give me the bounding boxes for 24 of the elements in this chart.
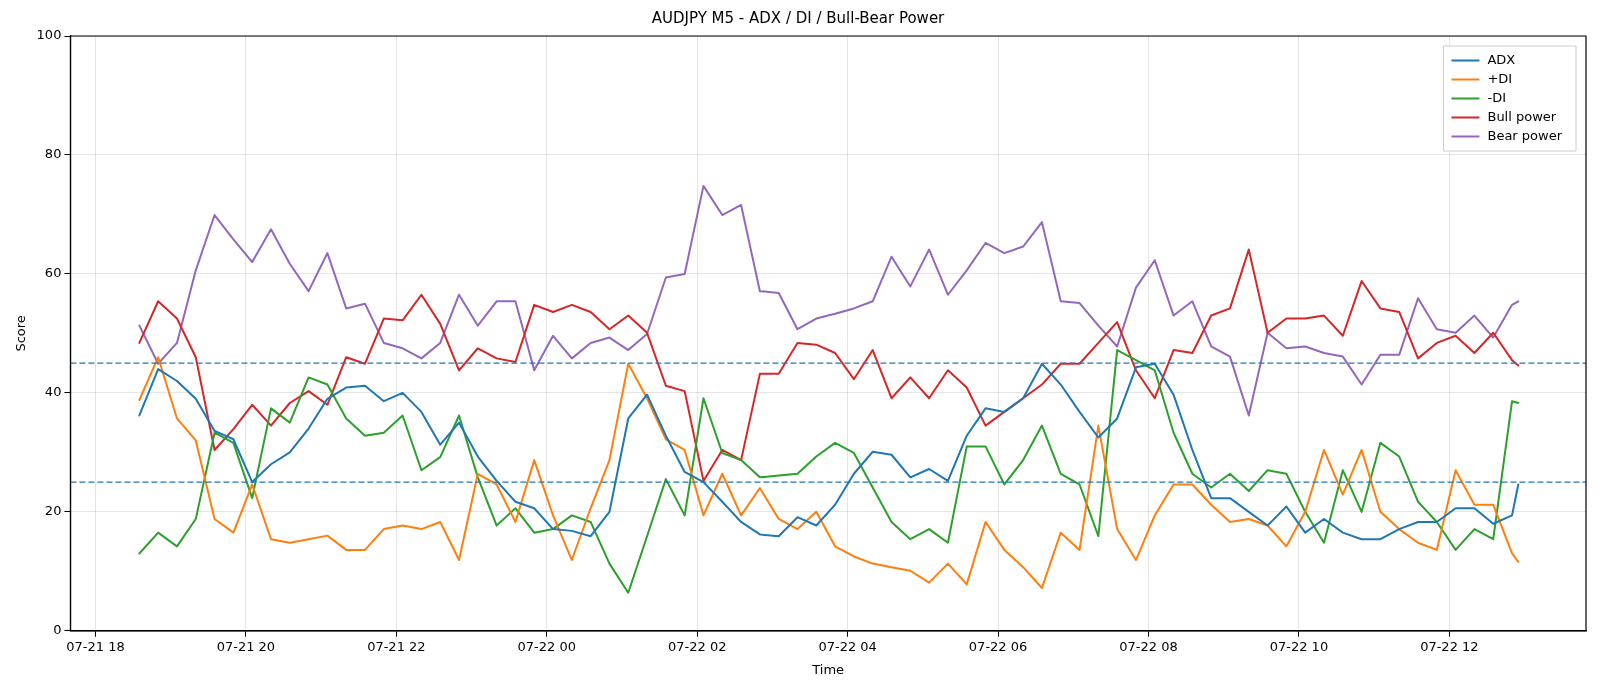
x-tick-label: 07-22 04: [818, 638, 877, 654]
legend-label: -DI: [1487, 89, 1507, 105]
legend-label: Bear power: [1487, 127, 1563, 143]
chart-title: AUDJPY M5 - ADX / DI / Bull-Bear Power: [651, 8, 946, 27]
legend-label: +DI: [1487, 70, 1513, 86]
x-axis-title: Time: [811, 661, 845, 677]
legend-label: ADX: [1487, 51, 1516, 67]
x-tick-label: 07-21 18: [66, 638, 125, 654]
x-tick-label: 07-21 22: [367, 638, 426, 654]
y-tick-label: 100: [36, 27, 62, 43]
y-tick-label: 0: [53, 622, 62, 638]
y-tick-label: 20: [44, 503, 62, 519]
x-tick-label: 07-22 00: [517, 638, 576, 654]
legend-label: Bull power: [1487, 108, 1557, 124]
y-tick-label: 40: [44, 384, 62, 400]
x-tick-label: 07-22 10: [1269, 638, 1329, 654]
y-tick-label: 60: [44, 265, 62, 281]
x-tick-label: 07-21 20: [216, 638, 276, 654]
y-axis-title: Score: [13, 315, 29, 352]
x-tick-label: 07-22 06: [968, 638, 1028, 654]
x-tick-label: 07-22 12: [1420, 638, 1479, 654]
y-tick-label: 80: [44, 146, 62, 162]
x-tick-label: 07-22 08: [1119, 638, 1178, 654]
x-tick-label: 07-22 02: [667, 638, 727, 654]
